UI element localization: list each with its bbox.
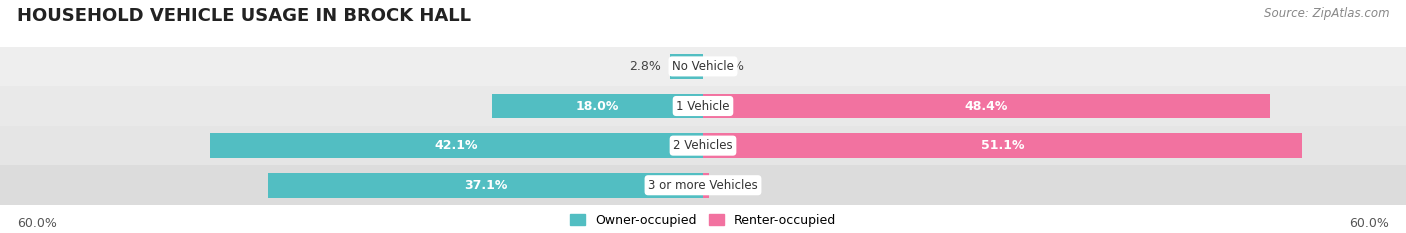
Text: 60.0%: 60.0% bbox=[1350, 217, 1389, 230]
Bar bbox=[0, 126, 1406, 165]
Text: 2.8%: 2.8% bbox=[628, 60, 661, 73]
Text: 2 Vehicles: 2 Vehicles bbox=[673, 139, 733, 152]
Bar bbox=[209, 133, 703, 158]
Bar bbox=[492, 94, 703, 118]
Text: HOUSEHOLD VEHICLE USAGE IN BROCK HALL: HOUSEHOLD VEHICLE USAGE IN BROCK HALL bbox=[17, 7, 471, 25]
Text: No Vehicle: No Vehicle bbox=[672, 60, 734, 73]
Text: 48.4%: 48.4% bbox=[965, 99, 1008, 113]
Bar bbox=[703, 133, 1302, 158]
Text: 3 or more Vehicles: 3 or more Vehicles bbox=[648, 179, 758, 192]
Bar bbox=[0, 86, 1406, 126]
Legend: Owner-occupied, Renter-occupied: Owner-occupied, Renter-occupied bbox=[569, 214, 837, 227]
Text: 42.1%: 42.1% bbox=[434, 139, 478, 152]
Bar bbox=[703, 94, 1270, 118]
Text: 1 Vehicle: 1 Vehicle bbox=[676, 99, 730, 113]
Text: 60.0%: 60.0% bbox=[17, 217, 56, 230]
Bar bbox=[0, 47, 1406, 86]
Text: 0.0%: 0.0% bbox=[713, 60, 744, 73]
Bar bbox=[0, 165, 1406, 205]
Text: 37.1%: 37.1% bbox=[464, 179, 508, 192]
Bar bbox=[269, 173, 703, 198]
Bar bbox=[703, 173, 710, 198]
Text: 0.54%: 0.54% bbox=[718, 179, 759, 192]
Text: 18.0%: 18.0% bbox=[576, 99, 619, 113]
Text: 51.1%: 51.1% bbox=[980, 139, 1024, 152]
Bar bbox=[671, 54, 703, 79]
Text: Source: ZipAtlas.com: Source: ZipAtlas.com bbox=[1264, 7, 1389, 20]
